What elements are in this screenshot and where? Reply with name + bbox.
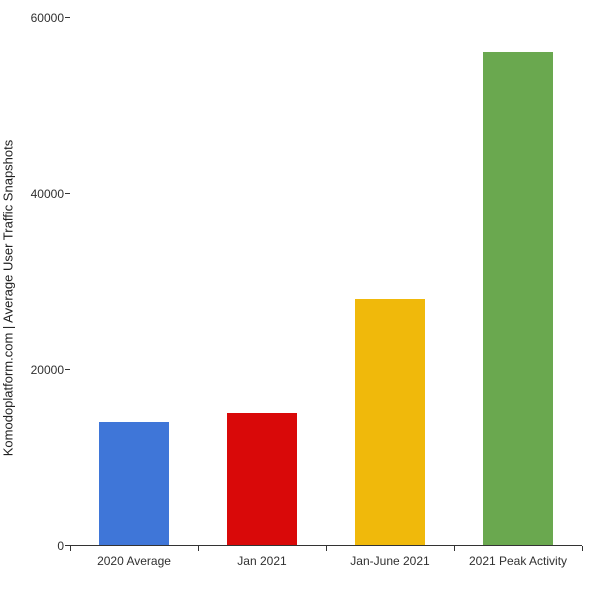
xtick-label: 2020 Average bbox=[97, 554, 171, 568]
xtick-mark bbox=[326, 546, 327, 551]
xtick-mark bbox=[582, 546, 583, 551]
xtick-label: Jan 2021 bbox=[237, 554, 286, 568]
xtick-label: 2021 Peak Activity bbox=[469, 554, 567, 568]
plot-area: 0 20000 40000 60000 2020 Average Jan 202… bbox=[70, 18, 582, 546]
bar-jan-2021 bbox=[227, 413, 297, 545]
xtick-mark bbox=[454, 546, 455, 551]
ytick-label: 0 bbox=[57, 539, 64, 553]
ytick-label: 60000 bbox=[31, 11, 64, 25]
xtick-mark bbox=[70, 546, 71, 551]
traffic-bar-chart: Komodoplatform.com | Average User Traffi… bbox=[0, 0, 600, 596]
xtick-mark bbox=[198, 546, 199, 551]
y-axis-label: Komodoplatform.com | Average User Traffi… bbox=[1, 140, 16, 457]
ytick-label: 20000 bbox=[31, 363, 64, 377]
ytick-label: 40000 bbox=[31, 187, 64, 201]
bar-2021-peak-activity bbox=[483, 52, 553, 545]
xtick-label: Jan-June 2021 bbox=[350, 554, 429, 568]
bar-2020-average bbox=[99, 422, 169, 545]
bars-container: 2020 Average Jan 2021 Jan-June 2021 2021… bbox=[70, 18, 582, 546]
bar-jan-june-2021 bbox=[355, 299, 425, 545]
